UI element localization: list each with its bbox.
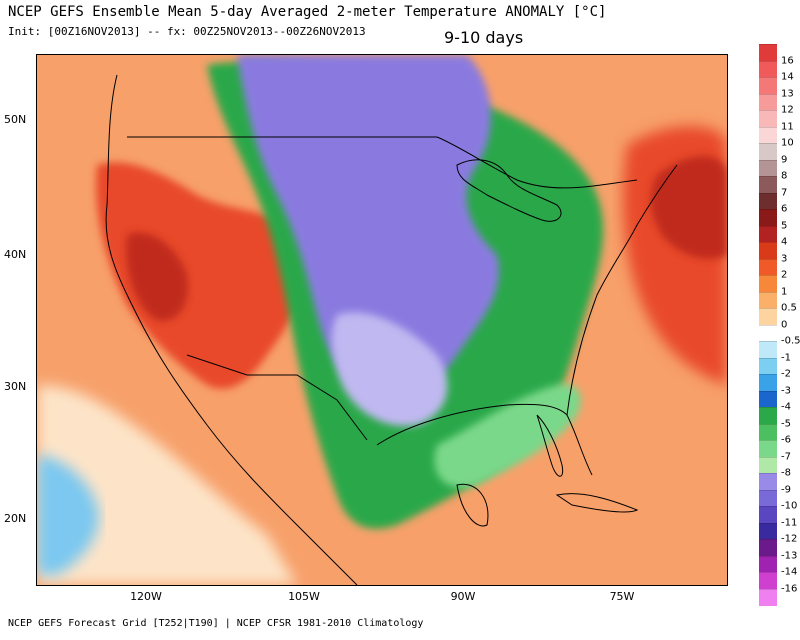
colorbar-cell: [759, 407, 777, 425]
colorbar-label: 6: [781, 203, 788, 215]
colorbar-label: -12: [781, 533, 798, 545]
colorbar-cell: [759, 110, 777, 128]
lat-label-30n: 30N: [4, 380, 27, 393]
colorbar-cell: [759, 192, 777, 210]
pacific-neutral-region: [37, 385, 297, 585]
colorbar-label: -3: [781, 385, 791, 396]
colorbar-cell: [759, 77, 777, 95]
colorbar-label: 14: [781, 71, 794, 83]
southern-cool-anomaly: [331, 312, 448, 426]
map-title: NCEP GEFS Ensemble Mean 5-day Averaged 2…: [8, 4, 607, 20]
colorbar-label: 8: [781, 170, 788, 182]
lon-label-105w: 105W: [288, 590, 320, 603]
yucatan: [456, 483, 489, 527]
colorbar-cell: [759, 374, 777, 392]
lon-label-120w: 120W: [130, 590, 162, 603]
colorbar-cell: [759, 489, 777, 507]
colorbar-label: -14: [781, 566, 798, 578]
florida: [536, 414, 564, 477]
colorbar-cell: [759, 60, 777, 78]
temperature-colorbar: 16 14 13 12 11 10 9 8 7 6 5 4 3 2 1 0.5 0 -0.5 -1 -2 -3 -4 -5 -…: [759, 44, 800, 606]
colorbar-cell: [759, 308, 777, 326]
colorbar-label: -10: [781, 500, 798, 512]
colorbar-cell: [759, 423, 777, 441]
colorbar-label: 13: [781, 88, 794, 99]
colorbar-cell: [759, 440, 777, 458]
colorbar-label: -11: [781, 517, 798, 528]
pacific-cool-anomaly: [37, 455, 99, 575]
light-green-band: [434, 384, 581, 488]
colorbar-cell: [759, 242, 777, 260]
colorbar-label: 11: [781, 121, 794, 132]
init-forecast-label: Init: [00Z16NOV2013] -- fx: 00Z25NOV2013…: [8, 25, 366, 38]
western-us-warm-anomaly: [96, 162, 306, 389]
colorbar-cell: [759, 357, 777, 375]
west-coastline: [105, 74, 358, 586]
colorbar-cell: [759, 275, 777, 293]
colorbar-cell: [759, 176, 777, 194]
colorbar-cell: [759, 390, 777, 408]
map-canvas: [37, 55, 727, 586]
lat-label-20n: 20N: [4, 512, 27, 525]
colorbar-cell: [759, 143, 777, 161]
northeast-hot-anomaly: [650, 156, 727, 259]
footer-credits: NCEP GEFS Forecast Grid [T252|T190] | NC…: [8, 618, 424, 629]
cuba: [555, 493, 639, 513]
colorbar-label: -4: [781, 401, 791, 413]
colorbar-cell: [759, 506, 777, 524]
colorbar-label: 0: [781, 319, 788, 330]
lat-label-40n: 40N: [4, 248, 27, 261]
colorbar-label: -2: [781, 368, 791, 380]
colorbar-label: 2: [781, 269, 788, 281]
colorbar-cell: [759, 572, 777, 590]
colorbar-label: 7: [781, 187, 788, 198]
colorbar-cell: [759, 324, 777, 342]
us-mexico-border: [186, 354, 368, 441]
colorbar-label: -1: [781, 352, 791, 363]
colorbar-cell: [759, 126, 777, 144]
colorbar-cell: [759, 341, 777, 359]
colorbar-label: -0.5: [781, 335, 800, 347]
colorbar-label: 10: [781, 137, 794, 149]
colorbar-label: -13: [781, 550, 798, 561]
colorbar-cell: [759, 159, 777, 177]
colorbar-label: 0.5: [781, 302, 797, 314]
colorbar-label: -16: [781, 583, 798, 594]
nevada-hot-anomaly: [126, 232, 188, 321]
colorbar-label: -5: [781, 418, 791, 429]
colorbar-label: 3: [781, 253, 788, 264]
east-coastline: [566, 164, 678, 416]
lon-label-75w: 75W: [609, 590, 635, 603]
colorbar-label: 5: [781, 220, 788, 231]
lon-label-90w: 90W: [450, 590, 476, 603]
colorbar-label: 9: [781, 154, 788, 165]
central-us-cold-anomaly: [237, 55, 499, 398]
great-lakes: [456, 159, 562, 222]
colorbar-cell: [759, 209, 777, 227]
colorbar-label: 1: [781, 286, 788, 297]
colorbar-cell: [759, 473, 777, 491]
lat-label-50n: 50N: [4, 113, 27, 126]
temperature-anomaly-map: [36, 54, 728, 586]
colorbar-cell: [759, 588, 777, 606]
colorbar-cell: [759, 456, 777, 474]
colorbar-cell: [759, 225, 777, 243]
colorbar-cell: [759, 44, 777, 62]
colorbar-label: -7: [781, 451, 791, 462]
colorbar-label: 12: [781, 104, 794, 116]
colorbar-label: 4: [781, 236, 788, 248]
colorbar-label: -8: [781, 467, 791, 479]
colorbar-cell: [759, 258, 777, 276]
us-canada-border: [127, 136, 638, 189]
colorbar-label: -9: [781, 484, 791, 495]
colorbar-label: -6: [781, 434, 791, 446]
colorbar-label: 16: [781, 55, 794, 66]
colorbar-cell: [759, 555, 777, 573]
colorbar-cell: [759, 522, 777, 540]
gulf-coastline: [376, 403, 593, 476]
colorbar-cell: [759, 291, 777, 309]
forecast-period-label: 9-10 days: [444, 28, 524, 47]
colorbar-cell: [759, 539, 777, 557]
colorbar-cell: [759, 93, 777, 111]
